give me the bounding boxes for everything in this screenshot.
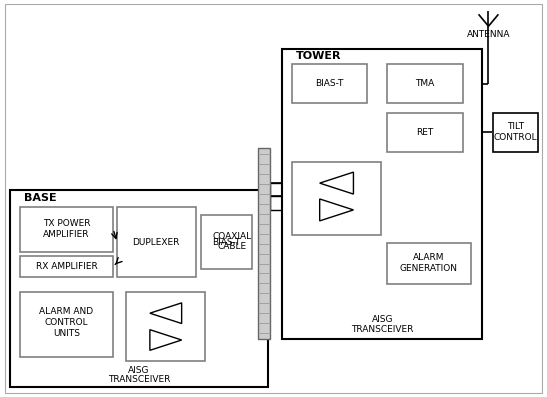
Text: AISG: AISG xyxy=(128,366,150,375)
Text: CONTROL: CONTROL xyxy=(493,133,537,142)
Text: UNITS: UNITS xyxy=(53,329,80,337)
Text: RX AMPLIFIER: RX AMPLIFIER xyxy=(36,262,97,271)
Polygon shape xyxy=(150,330,182,350)
Bar xyxy=(126,292,206,361)
Polygon shape xyxy=(319,172,353,194)
Bar xyxy=(387,64,463,103)
Bar xyxy=(201,215,252,270)
Text: AMPLIFIER: AMPLIFIER xyxy=(43,230,90,239)
Text: BASE: BASE xyxy=(24,193,56,203)
Polygon shape xyxy=(150,303,182,324)
Bar xyxy=(493,113,538,152)
Text: TX POWER: TX POWER xyxy=(43,219,90,228)
Bar xyxy=(387,113,463,152)
Text: CABLE: CABLE xyxy=(218,242,247,251)
Text: DUPLEXER: DUPLEXER xyxy=(132,238,179,247)
Bar xyxy=(258,148,270,339)
Text: ANTENNA: ANTENNA xyxy=(467,30,510,39)
Bar xyxy=(20,256,113,278)
Text: TRANSCEIVER: TRANSCEIVER xyxy=(108,375,170,384)
Text: TRANSCEIVER: TRANSCEIVER xyxy=(351,325,414,333)
Bar xyxy=(117,207,195,278)
Text: COAXIAL: COAXIAL xyxy=(213,232,252,241)
Bar xyxy=(20,292,113,357)
Bar xyxy=(292,162,381,235)
Bar xyxy=(292,64,368,103)
Text: TOWER: TOWER xyxy=(296,51,341,61)
Polygon shape xyxy=(319,199,353,221)
Text: TILT: TILT xyxy=(507,122,524,131)
Text: AISG: AISG xyxy=(371,315,393,324)
Text: RET: RET xyxy=(416,128,434,137)
Text: BIAS-T: BIAS-T xyxy=(316,79,344,88)
Text: TMA: TMA xyxy=(415,79,434,88)
Text: ALARM AND: ALARM AND xyxy=(39,307,94,316)
Text: GENERATION: GENERATION xyxy=(400,264,458,273)
Text: BIAS-T: BIAS-T xyxy=(212,238,241,247)
Bar xyxy=(10,190,268,387)
Bar xyxy=(20,207,113,252)
Bar xyxy=(282,49,481,339)
Bar xyxy=(387,243,470,284)
Text: ALARM: ALARM xyxy=(413,253,445,262)
Text: CONTROL: CONTROL xyxy=(45,318,88,327)
